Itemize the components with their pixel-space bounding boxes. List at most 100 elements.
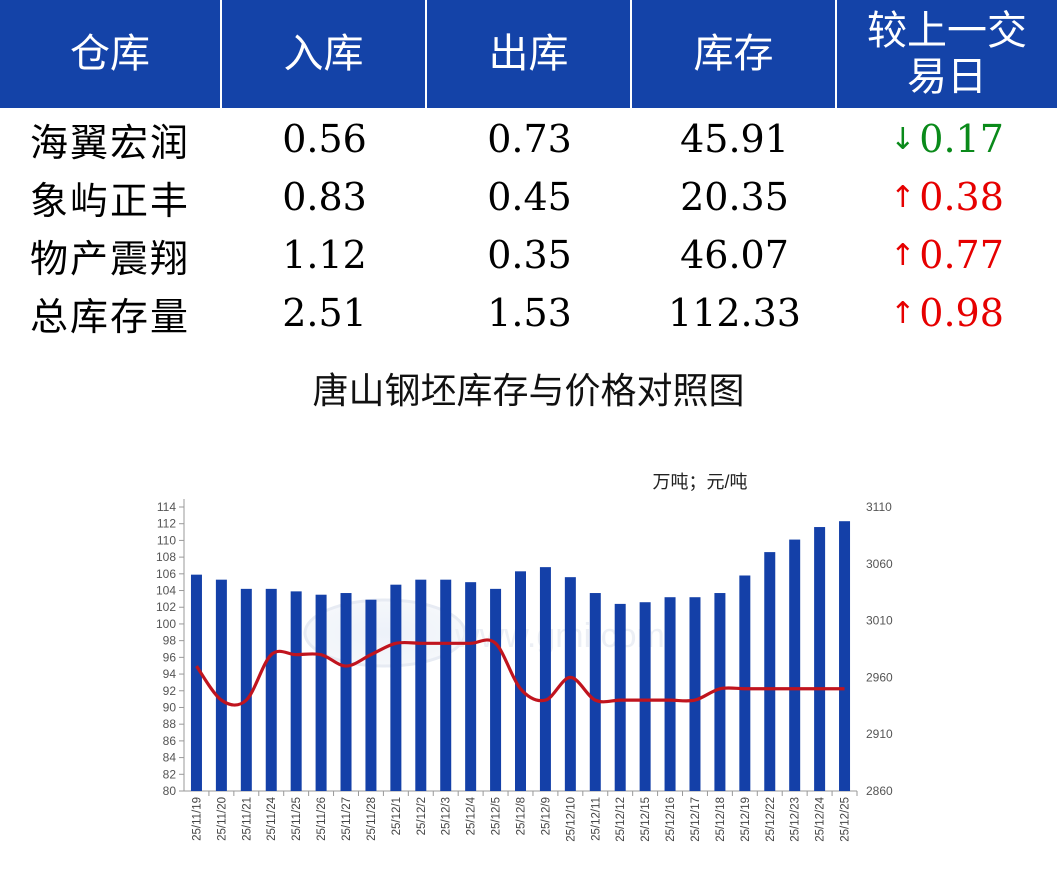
cell-inbound: 0.83	[282, 175, 367, 219]
x-tick-label: 25/12/16	[665, 797, 677, 842]
left-tick-label: 114	[157, 500, 176, 514]
x-tick-label: 25/12/8	[516, 797, 528, 835]
bar	[440, 579, 452, 791]
cell-change: ↑ 0.98	[837, 284, 1057, 342]
x-tick-label: 25/12/1	[391, 797, 403, 835]
left-tick-label: 100	[156, 617, 176, 631]
left-tick-label: 86	[163, 734, 177, 748]
x-tick-label: 25/12/12	[615, 797, 627, 842]
right-tick-label: 3010	[866, 614, 893, 628]
cell-outbound: 1.53	[487, 291, 572, 335]
arrow-up-icon: ↑	[890, 237, 916, 273]
change-value: 0.98	[919, 291, 1004, 335]
x-tick-label: 25/12/11	[590, 797, 602, 841]
bar	[839, 521, 851, 791]
bar	[564, 577, 576, 791]
bar	[714, 593, 726, 791]
arrow-down-icon: ↓	[890, 121, 916, 157]
bar	[664, 597, 676, 791]
cell-outbound: 0.35	[487, 233, 572, 277]
arrow-up-icon: ↑	[890, 179, 916, 215]
bar	[539, 567, 551, 791]
change-value: 0.17	[919, 117, 1004, 161]
cell-stock: 45.91	[680, 117, 789, 161]
left-tick-label: 88	[163, 717, 177, 731]
bar	[240, 588, 252, 791]
bar	[215, 579, 227, 791]
cell-stock: 46.07	[680, 233, 789, 277]
bar	[639, 602, 651, 791]
x-tick-label: 25/11/24	[266, 796, 278, 841]
cell-change: ↑ 0.38	[837, 168, 1057, 226]
cell-outbound: 0.73	[487, 117, 572, 161]
watermark-text: www.gmi.com	[454, 617, 665, 655]
right-tick-label: 2910	[866, 727, 893, 741]
cell-name: 物产震翔	[30, 236, 191, 281]
left-tick-label: 110	[157, 533, 176, 547]
bar	[265, 588, 277, 791]
change-value: 0.77	[919, 233, 1004, 277]
x-tick-label: 25/11/20	[216, 797, 228, 841]
arrow-up-icon: ↑	[890, 295, 916, 331]
x-tick-label: 25/12/2	[416, 797, 428, 835]
header-outbound: 出库	[427, 0, 632, 108]
bar	[814, 527, 826, 791]
x-tick-label: 25/12/19	[740, 797, 752, 842]
bar	[465, 582, 477, 791]
left-tick-label: 92	[163, 684, 177, 698]
left-tick-label: 80	[163, 784, 177, 798]
inventory-price-chart: www.gmi.com 80 82 84 86 88 90 92 94 96 98 100 102 10…	[156, 472, 893, 842]
left-tick-label: 82	[163, 767, 177, 781]
bar	[190, 574, 202, 791]
bar	[789, 539, 801, 791]
table-row: 物产震翔 1.12 0.35 46.07 ↑ 0.77	[0, 226, 1057, 284]
x-tick-label: 25/12/5	[491, 797, 503, 835]
bar	[515, 571, 526, 791]
cell-change: ↑ 0.77	[837, 226, 1057, 284]
cell-outbound: 0.45	[487, 175, 572, 219]
bar	[415, 579, 427, 791]
left-tick-label: 108	[156, 550, 176, 564]
cell-inbound: 0.56	[282, 117, 367, 161]
cell-inbound: 2.51	[282, 291, 367, 335]
bar	[365, 599, 377, 791]
cell-name: 象屿正丰	[30, 178, 191, 223]
left-tick-label: 104	[156, 584, 176, 598]
table-row: 海翼宏润 0.56 0.73 45.91 ↓ 0.17	[0, 110, 1057, 168]
table-row: 总库存量 2.51 1.53 112.33 ↑ 0.98	[0, 284, 1057, 342]
x-tick-label: 25/12/3	[441, 797, 453, 835]
cell-stock: 20.35	[680, 175, 789, 219]
bar	[315, 594, 327, 791]
x-tick-label: 25/12/10	[565, 797, 577, 842]
right-tick-label: 2960	[866, 670, 893, 684]
bar	[764, 552, 776, 791]
bar	[290, 591, 302, 791]
chart-title: 唐山钢坯库存与价格对照图	[312, 371, 745, 412]
header-stock: 库存	[632, 0, 837, 108]
x-tick-label: 25/12/4	[466, 796, 478, 835]
bar	[490, 588, 502, 791]
x-tick-label: 25/12/17	[690, 797, 702, 842]
right-tick-label: 2860	[866, 784, 893, 798]
x-tick-label: 25/11/21	[241, 797, 253, 841]
change-value: 0.38	[919, 175, 1004, 219]
bar	[614, 603, 626, 791]
left-tick-label: 94	[163, 667, 177, 681]
x-tick-label: 25/11/19	[191, 797, 203, 841]
x-tick-label: 25/12/22	[765, 797, 777, 842]
x-tick-label: 25/11/28	[366, 797, 378, 841]
bar	[390, 584, 402, 791]
bar	[689, 597, 701, 791]
x-tick-label: 25/12/9	[540, 797, 552, 835]
left-tick-label: 106	[156, 567, 176, 581]
left-tick-label: 98	[163, 634, 177, 648]
cell-name: 海翼宏润	[30, 120, 191, 165]
x-tick-label: 25/11/25	[291, 797, 303, 841]
cell-stock: 112.33	[668, 291, 801, 335]
right-tick-label: 3110	[866, 500, 892, 514]
x-tick-label: 25/12/24	[815, 796, 827, 841]
cell-change: ↓ 0.17	[837, 110, 1057, 168]
left-tick-label: 102	[156, 600, 176, 614]
table-row: 象屿正丰 0.83 0.45 20.35 ↑ 0.38	[0, 168, 1057, 226]
x-tick-label: 25/11/26	[316, 797, 328, 841]
